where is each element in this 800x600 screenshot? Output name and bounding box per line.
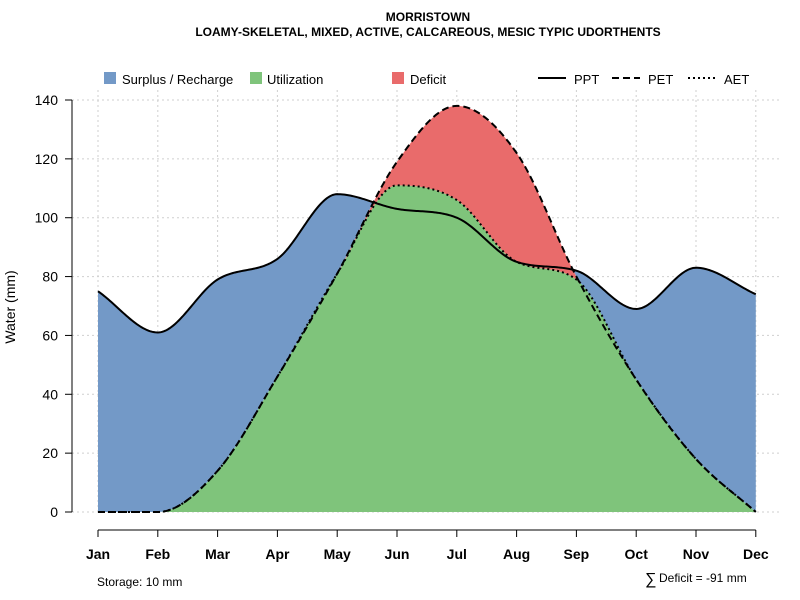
legend-swatch-surplus <box>104 72 116 84</box>
x-tick-label-dec: Dec <box>743 546 769 562</box>
chart-title: MORRISTOWN <box>386 10 470 24</box>
area-utilization <box>162 185 755 513</box>
y-tick-label: 80 <box>42 269 58 285</box>
x-tick-label-feb: Feb <box>145 546 170 562</box>
y-tick-label: 60 <box>42 327 58 343</box>
y-tick-label: 100 <box>35 210 59 226</box>
legend: Surplus / Recharge Utilization Deficit P… <box>104 72 749 87</box>
legend-swatch-utilization <box>250 72 262 84</box>
y-tick-label: 40 <box>42 386 58 402</box>
y-tick-label: 120 <box>35 151 59 167</box>
x-tick-label-sep: Sep <box>564 546 590 562</box>
axes: 0 20 40 60 80 100 120 140 Jan Feb Mar Apr May Jun Jul A… <box>35 92 769 562</box>
area-deficit <box>338 105 578 281</box>
x-tick-label-apr: Apr <box>265 546 290 562</box>
legend-label-deficit: Deficit <box>410 72 447 87</box>
legend-label-utilization: Utilization <box>267 72 323 87</box>
chart-subtitle: LOAMY-SKELETAL, MIXED, ACTIVE, CALCAREOU… <box>195 25 660 39</box>
legend-label-ppt: PPT <box>574 72 599 87</box>
x-tick-label-jun: Jun <box>385 546 410 562</box>
legend-swatch-deficit <box>392 72 404 84</box>
legend-label-pet: PET <box>648 72 673 87</box>
y-tick-label: 0 <box>50 504 58 520</box>
x-tick-label-aug: Aug <box>503 546 530 562</box>
legend-label-surplus: Surplus / Recharge <box>122 72 233 87</box>
series-line-ppt <box>97 193 757 334</box>
storage-note: Storage: 10 mm <box>97 575 182 589</box>
x-tick-label-may: May <box>324 546 351 562</box>
x-tick-label-mar: Mar <box>205 546 230 562</box>
area-surplus-recharge <box>98 194 756 512</box>
y-axis-label: Water (mm) <box>2 270 18 343</box>
deficit-sum-symbol: ∑ <box>645 571 656 588</box>
deficit-note: Deficit = -91 mm <box>659 571 747 585</box>
x-tick-label-jan: Jan <box>86 546 110 562</box>
y-tick-label: 20 <box>42 445 58 461</box>
x-tick-label-oct: Oct <box>625 546 649 562</box>
legend-label-aet: AET <box>724 72 749 87</box>
x-tick-label-jul: Jul <box>447 546 467 562</box>
y-tick-label: 140 <box>35 92 59 108</box>
x-tick-label-nov: Nov <box>683 546 710 562</box>
series-line-aet <box>98 184 757 513</box>
series-lines <box>97 104 757 513</box>
area-layer <box>98 105 756 513</box>
